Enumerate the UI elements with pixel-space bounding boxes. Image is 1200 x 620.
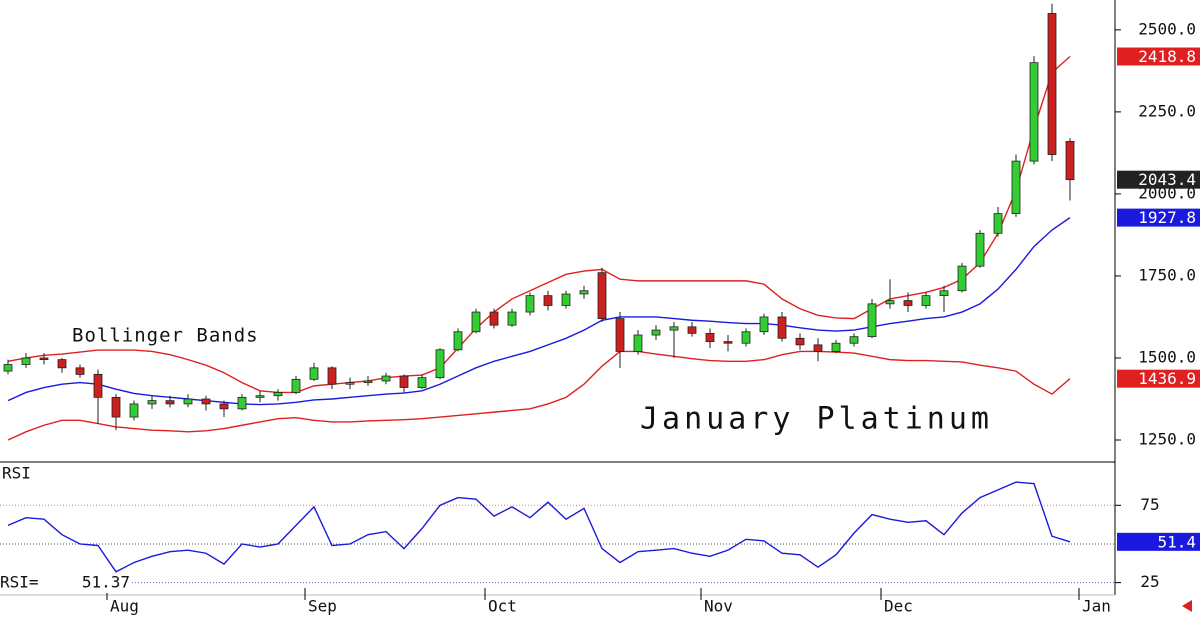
candle-body bbox=[57, 359, 67, 369]
candle-body bbox=[435, 349, 445, 379]
band-line bbox=[7, 55, 1071, 394]
candle-body bbox=[669, 326, 679, 331]
value-tag-label: 1927.8 bbox=[1138, 208, 1196, 227]
candle-body bbox=[1011, 160, 1021, 215]
candle-body bbox=[759, 316, 769, 333]
candle-body bbox=[363, 380, 373, 383]
candle-body bbox=[831, 342, 841, 352]
candle-body bbox=[399, 375, 409, 388]
candle-body bbox=[165, 400, 175, 405]
candle-body bbox=[615, 318, 625, 352]
value-tag-label: 2043.4 bbox=[1138, 170, 1196, 189]
candle-body bbox=[417, 377, 427, 388]
candle-body bbox=[597, 272, 607, 320]
candle-body bbox=[255, 395, 265, 398]
candle-body bbox=[921, 295, 931, 306]
candle-body bbox=[741, 331, 751, 344]
candle-body bbox=[543, 295, 553, 306]
candle-body bbox=[795, 337, 805, 346]
candle-body bbox=[237, 396, 247, 410]
candle-body bbox=[903, 300, 913, 306]
x-tick-label: Nov bbox=[704, 597, 733, 616]
candle-body bbox=[633, 334, 643, 352]
candle-body bbox=[327, 367, 337, 385]
y-tick-label: 1750.0 bbox=[1138, 265, 1196, 284]
candle-body bbox=[1047, 13, 1057, 155]
candle-body bbox=[507, 311, 517, 326]
candle-body bbox=[291, 378, 301, 393]
candle-body bbox=[975, 232, 985, 267]
candle-body bbox=[885, 300, 895, 305]
candle-body bbox=[201, 398, 211, 405]
candle-body bbox=[219, 403, 229, 410]
candle-body bbox=[939, 290, 949, 297]
candle-body bbox=[687, 326, 697, 334]
candle-body bbox=[39, 357, 49, 361]
candle-body bbox=[111, 396, 121, 418]
scroll-arrow[interactable] bbox=[1182, 600, 1192, 612]
readout-bg bbox=[0, 573, 132, 593]
band-line bbox=[7, 350, 1071, 441]
value-tag bbox=[1117, 208, 1200, 227]
candle-body bbox=[273, 392, 283, 397]
candle-body bbox=[147, 400, 157, 405]
candle-body bbox=[723, 341, 733, 344]
candle-body bbox=[75, 367, 85, 375]
candle-body bbox=[561, 293, 571, 306]
candle-body bbox=[3, 364, 13, 372]
candle-body bbox=[183, 398, 193, 405]
x-tick-label: Jan bbox=[1082, 597, 1111, 616]
candle-body bbox=[21, 357, 31, 365]
candle-body bbox=[579, 290, 589, 295]
candle-body bbox=[129, 403, 139, 418]
x-tick-label: Sep bbox=[308, 597, 337, 616]
candle-body bbox=[993, 213, 1003, 234]
candle-body bbox=[345, 382, 355, 385]
value-tag bbox=[1117, 47, 1200, 66]
candle-body bbox=[93, 373, 103, 398]
candle-body bbox=[1065, 141, 1075, 181]
candle-body bbox=[777, 316, 787, 339]
candle-body bbox=[453, 331, 463, 351]
value-tag bbox=[1117, 532, 1200, 551]
candle-body bbox=[867, 303, 877, 338]
candle-body bbox=[525, 295, 535, 313]
x-tick-label: Aug bbox=[110, 597, 139, 616]
readout-label: RSI= bbox=[0, 573, 39, 592]
y-tick-label: 2500.0 bbox=[1138, 19, 1196, 38]
value-tag bbox=[1117, 369, 1200, 388]
y-tick-label: 75 bbox=[1140, 495, 1159, 514]
value-tag-label: 2418.8 bbox=[1138, 47, 1196, 66]
candle-body bbox=[705, 332, 715, 342]
x-tick-label: Dec bbox=[884, 597, 913, 616]
annotation: Bollinger Bands bbox=[72, 325, 259, 347]
value-tag-label: 51.4 bbox=[1157, 532, 1196, 551]
rsi-line bbox=[7, 481, 1071, 573]
x-tick-label: Oct bbox=[488, 597, 517, 616]
y-tick-label: 25 bbox=[1140, 572, 1159, 591]
candle-body bbox=[849, 336, 859, 344]
candle-body bbox=[309, 367, 319, 380]
value-tag bbox=[1117, 170, 1200, 189]
y-tick-label: 1250.0 bbox=[1138, 430, 1196, 449]
candle-body bbox=[957, 265, 967, 292]
candle-body bbox=[489, 311, 499, 326]
readout-value: 51.37 bbox=[82, 573, 130, 592]
candle-body bbox=[381, 375, 391, 382]
candle-body bbox=[1029, 62, 1039, 162]
candle-body bbox=[471, 311, 481, 333]
value-tag-label: 1436.9 bbox=[1138, 369, 1196, 388]
y-tick-label: 1500.0 bbox=[1138, 347, 1196, 366]
annotation: January Platinum bbox=[640, 402, 993, 437]
candle-body bbox=[651, 329, 661, 336]
candle-body bbox=[813, 344, 823, 352]
y-tick-label: 2250.0 bbox=[1138, 101, 1196, 120]
panel-title: RSI bbox=[2, 464, 31, 483]
